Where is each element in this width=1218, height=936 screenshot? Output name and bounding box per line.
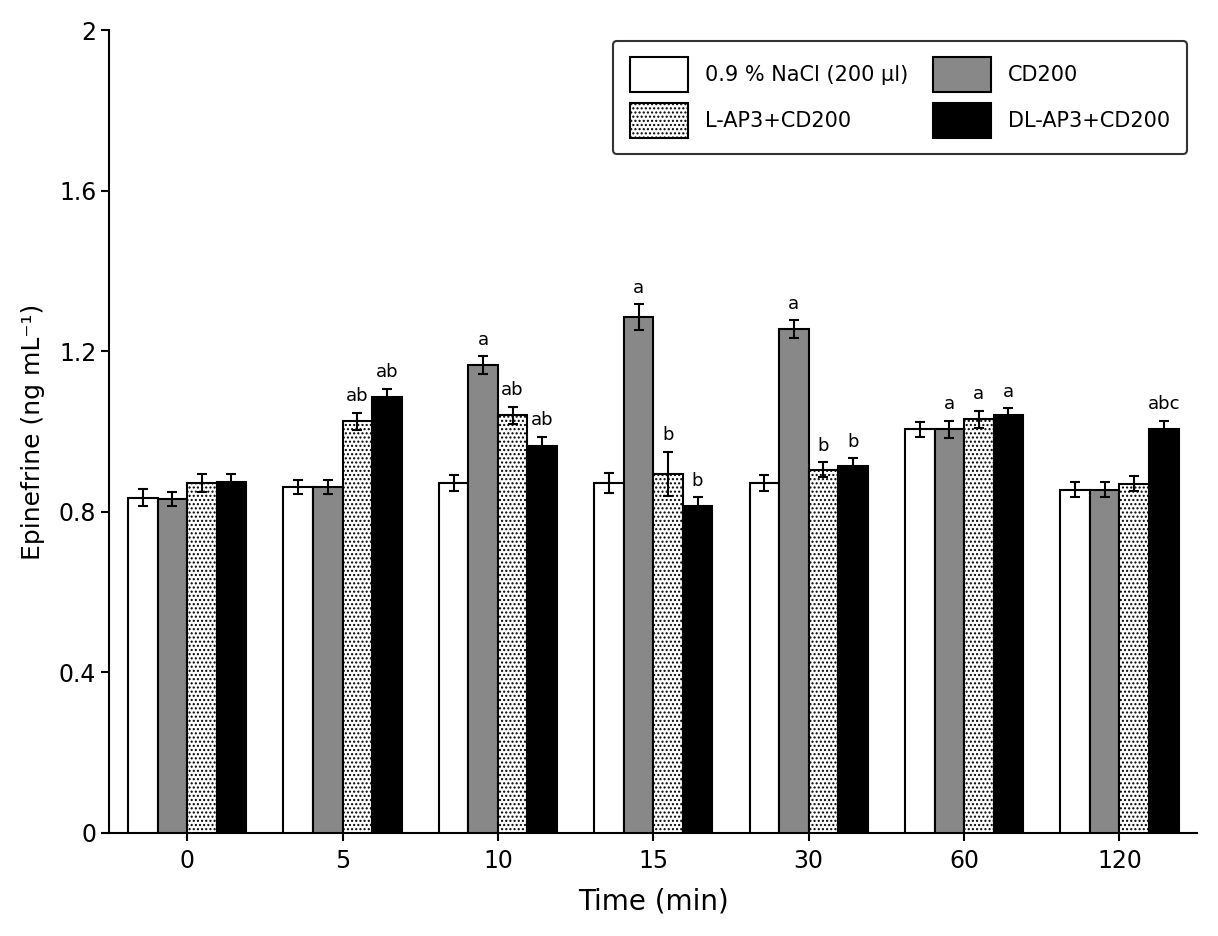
Bar	[188, 483, 217, 833]
Text: a: a	[1002, 383, 1013, 401]
Text: ab: ab	[375, 363, 398, 381]
Bar	[994, 416, 1023, 833]
Text: ab: ab	[531, 412, 553, 430]
Bar	[653, 474, 683, 833]
Text: a: a	[477, 331, 488, 349]
Bar	[683, 505, 713, 833]
Bar	[128, 498, 157, 833]
Text: a: a	[944, 395, 955, 414]
Text: ab: ab	[502, 381, 524, 400]
Text: b: b	[663, 426, 674, 445]
X-axis label: Time (min): Time (min)	[577, 887, 728, 915]
Bar	[1090, 490, 1119, 833]
Bar	[1149, 430, 1179, 833]
Text: a: a	[973, 386, 984, 403]
Bar	[527, 446, 557, 833]
Y-axis label: Epinefrine (ng mL⁻¹): Epinefrine (ng mL⁻¹)	[21, 303, 45, 560]
Bar	[438, 483, 469, 833]
Bar	[594, 483, 624, 833]
Bar	[342, 421, 371, 833]
Bar	[1061, 490, 1090, 833]
Bar	[749, 483, 780, 833]
Text: ab: ab	[346, 388, 369, 405]
Text: abc: abc	[1147, 395, 1180, 414]
Bar	[313, 487, 342, 833]
Bar	[934, 430, 965, 833]
Text: a: a	[633, 279, 644, 297]
Bar	[780, 329, 809, 833]
Text: b: b	[848, 433, 859, 451]
Bar	[1119, 484, 1149, 833]
Bar	[284, 487, 313, 833]
Bar	[624, 317, 653, 833]
Bar	[965, 419, 994, 833]
Bar	[809, 470, 838, 833]
Legend: 0.9 % NaCl (200 μl), L-AP3+CD200, CD200, DL-AP3+CD200: 0.9 % NaCl (200 μl), L-AP3+CD200, CD200,…	[613, 41, 1186, 154]
Text: b: b	[692, 472, 703, 490]
Bar	[838, 465, 867, 833]
Bar	[371, 398, 402, 833]
Bar	[217, 482, 246, 833]
Bar	[157, 499, 188, 833]
Bar	[469, 365, 498, 833]
Bar	[905, 430, 934, 833]
Text: b: b	[817, 437, 829, 455]
Bar	[498, 416, 527, 833]
Text: a: a	[788, 295, 799, 314]
